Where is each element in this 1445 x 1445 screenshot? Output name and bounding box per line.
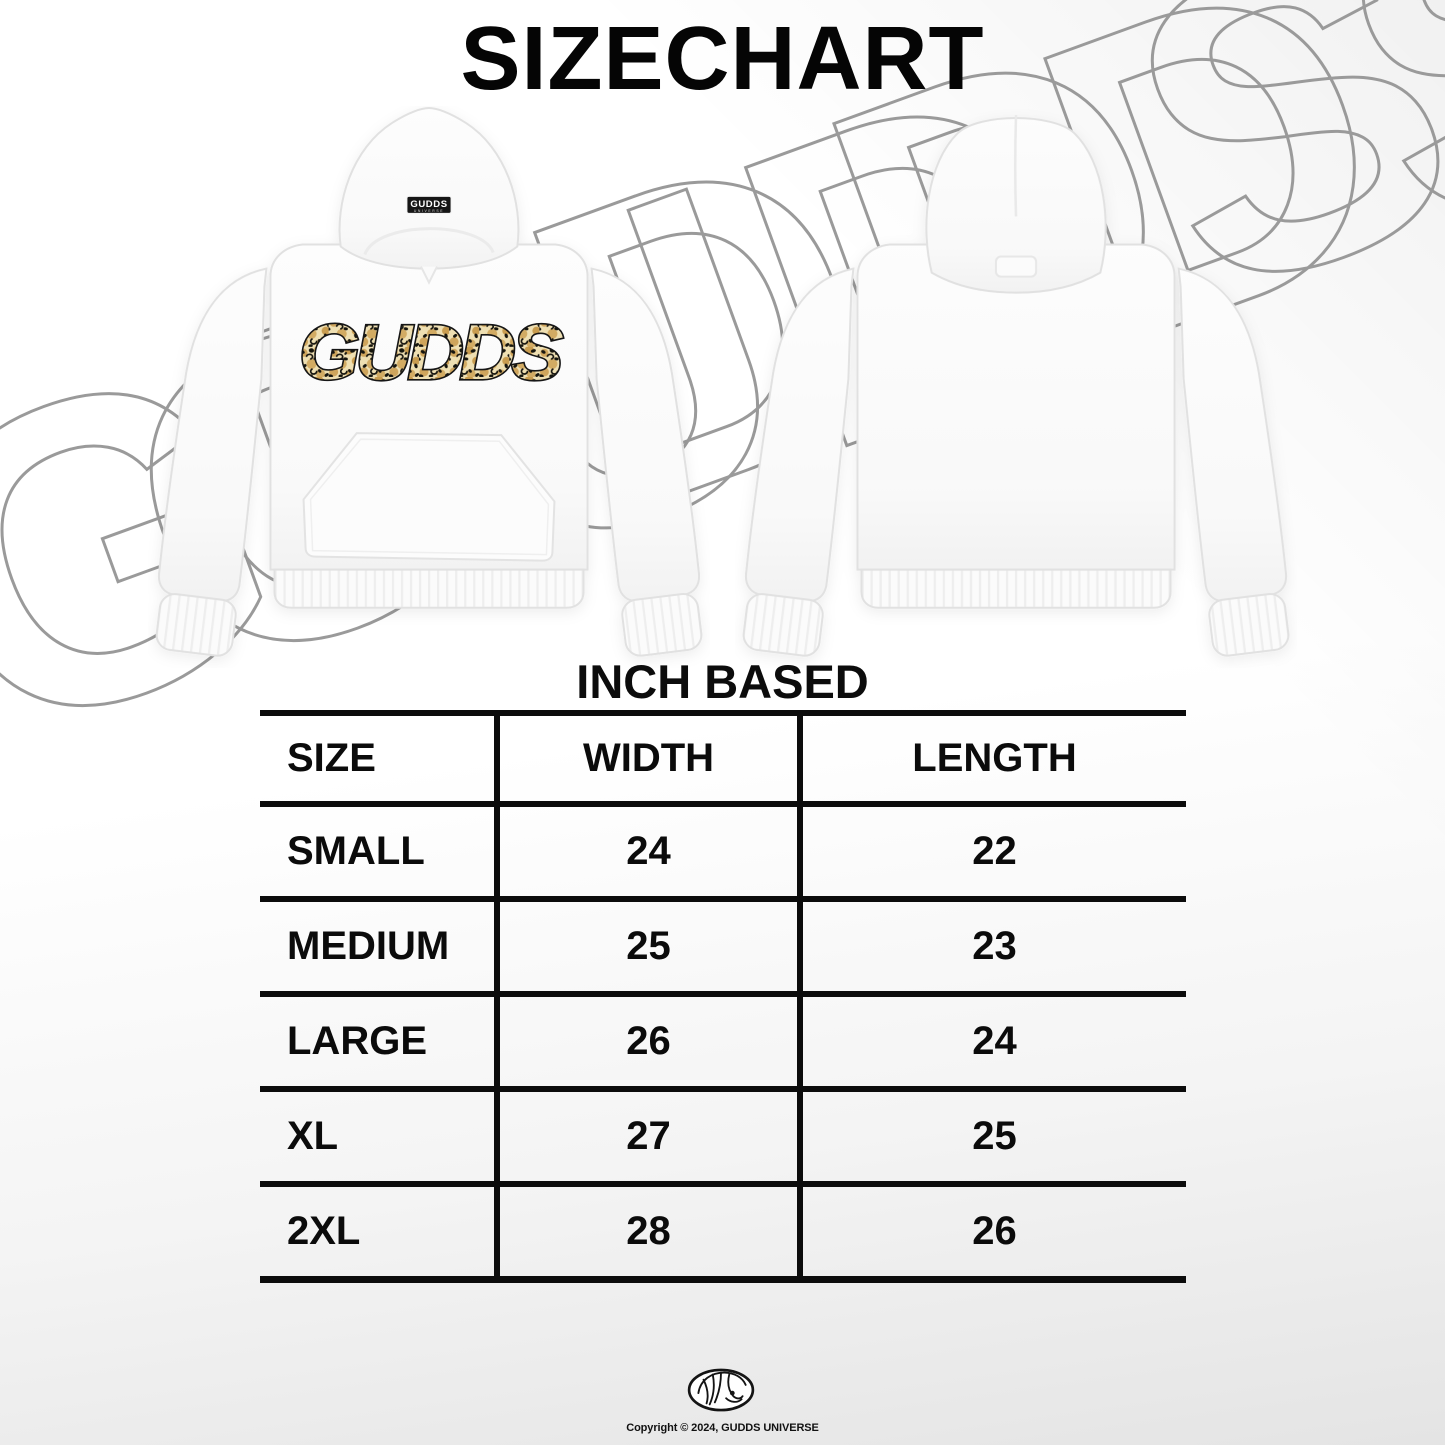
pocket-stitch-line bbox=[309, 438, 550, 556]
length-value: 23 bbox=[797, 896, 1186, 994]
hood-brand-label: GUDDS UNIVERSE bbox=[406, 195, 452, 214]
hoodie-left-sleeve bbox=[153, 267, 268, 659]
hood-opening-seam bbox=[363, 227, 495, 256]
size-label: MEDIUM bbox=[260, 896, 497, 994]
table-title: INCH BASED bbox=[576, 655, 869, 708]
width-value: 27 bbox=[494, 1086, 800, 1184]
col-header-width: WIDTH bbox=[494, 710, 800, 804]
hoodie-back-image bbox=[740, 114, 1292, 659]
length-value: 22 bbox=[797, 801, 1186, 899]
gudds-universe-bulldog-logo bbox=[687, 1368, 755, 1412]
table-header-row: SIZE WIDTH LENGTH bbox=[260, 710, 1186, 804]
table-row: MEDIUM 25 23 bbox=[260, 896, 1186, 994]
hood-label-subtext: UNIVERSE bbox=[414, 209, 444, 213]
width-value: 28 bbox=[494, 1181, 800, 1283]
hoodie-body bbox=[856, 243, 1176, 571]
table-row: SMALL 24 22 bbox=[260, 801, 1186, 899]
hoodie-hem-rib bbox=[273, 568, 585, 609]
hoodie-left-sleeve bbox=[740, 267, 855, 659]
kangaroo-pocket bbox=[302, 432, 556, 562]
size-label: LARGE bbox=[260, 991, 497, 1089]
copyright-text: Copyright © 2024, GUDDS UNIVERSE bbox=[626, 1422, 819, 1434]
hood-label-text: GUDDS bbox=[410, 199, 447, 210]
size-table: SIZE WIDTH LENGTH SMALL 24 22 MEDIUM 25 … bbox=[260, 710, 1186, 1283]
hoodie-right-sleeve bbox=[590, 267, 705, 659]
size-label: SMALL bbox=[260, 801, 497, 899]
size-label: 2XL bbox=[260, 1181, 497, 1283]
length-value: 25 bbox=[797, 1086, 1186, 1184]
table-row: XL 27 25 bbox=[260, 1086, 1186, 1184]
hood-v-notch bbox=[420, 266, 438, 285]
width-value: 26 bbox=[494, 991, 800, 1089]
length-value: 24 bbox=[797, 991, 1186, 1089]
hood bbox=[338, 107, 520, 270]
hood-back-tab bbox=[994, 255, 1038, 278]
col-header-size: SIZE bbox=[260, 710, 497, 804]
table-row: 2XL 28 26 bbox=[260, 1181, 1186, 1283]
hood-center-seam bbox=[1013, 114, 1018, 217]
length-value: 26 bbox=[797, 1181, 1186, 1283]
size-label: XL bbox=[260, 1086, 497, 1184]
chest-logo-text: GUDDS bbox=[299, 308, 563, 396]
width-value: 25 bbox=[494, 896, 800, 994]
width-value: 24 bbox=[494, 801, 800, 899]
table-row: LARGE 26 24 bbox=[260, 991, 1186, 1089]
col-header-length: LENGTH bbox=[797, 710, 1186, 804]
hoodie-hem-rib bbox=[860, 568, 1172, 609]
page-title: SIZECHART bbox=[460, 9, 985, 109]
hoodie-right-sleeve bbox=[1177, 267, 1292, 659]
hoodie-front-image: GUDDS UNIVERSE GUDDS bbox=[153, 107, 705, 659]
